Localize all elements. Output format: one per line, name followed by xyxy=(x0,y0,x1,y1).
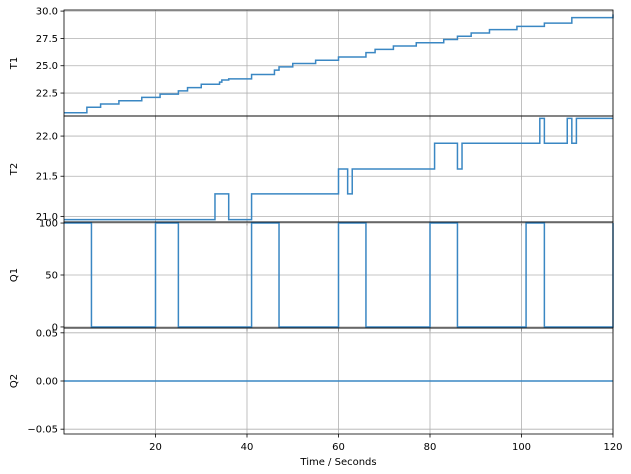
y-axis-label: Q1 xyxy=(9,268,20,282)
x-tick-label: 60 xyxy=(332,442,345,453)
y-tick-label: 100 xyxy=(39,219,58,230)
series-line-t1 xyxy=(64,14,614,114)
y-tick-label: 27.5 xyxy=(36,34,58,45)
y-tick-label: 22.5 xyxy=(36,89,58,100)
subplot-q2: −0.05 0.00 0.05 20 40 60 80 100 120 Q2 xyxy=(9,327,623,453)
y-axis-label: T1 xyxy=(9,57,20,70)
subplot-t1: 22.5 25.0 27.5 30.0 T1 xyxy=(9,7,614,120)
x-tick-label: 100 xyxy=(512,442,531,453)
y-tick-label: 21.5 xyxy=(36,172,58,183)
series-line-q1 xyxy=(64,222,614,328)
y-tick-label: 21.0 xyxy=(36,212,58,223)
x-tick-label: 120 xyxy=(603,442,622,453)
x-tick-label: 80 xyxy=(424,442,437,453)
y-axis-label: Q2 xyxy=(9,374,20,388)
series-line-t2 xyxy=(64,117,613,221)
y-tick-label: 0.00 xyxy=(36,377,58,388)
axes-frame xyxy=(63,327,614,435)
subplots: 22.5 25.0 27.5 30.0 T1 21.0 21.5 22.0 T2 0 50 100 Q1… xyxy=(9,7,623,453)
x-tick-label: 20 xyxy=(149,442,162,453)
y-tick-label: 0 xyxy=(52,322,58,333)
y-tick-label: 25.0 xyxy=(36,61,58,72)
y-tick-label: −0.05 xyxy=(27,425,58,436)
subplot-q1: 0 50 100 Q1 xyxy=(9,219,614,333)
x-axis-label: Time / Seconds xyxy=(299,457,376,468)
y-tick-label: 50 xyxy=(45,271,58,282)
y-tick-label: 0.05 xyxy=(36,328,58,339)
y-axis-label: T2 xyxy=(9,163,20,176)
y-tick-label: 30.0 xyxy=(36,7,58,18)
x-tick-label: 40 xyxy=(241,442,254,453)
subplot-t2: 21.0 21.5 22.0 T2 xyxy=(9,115,614,226)
y-tick-label: 22.0 xyxy=(36,132,58,143)
